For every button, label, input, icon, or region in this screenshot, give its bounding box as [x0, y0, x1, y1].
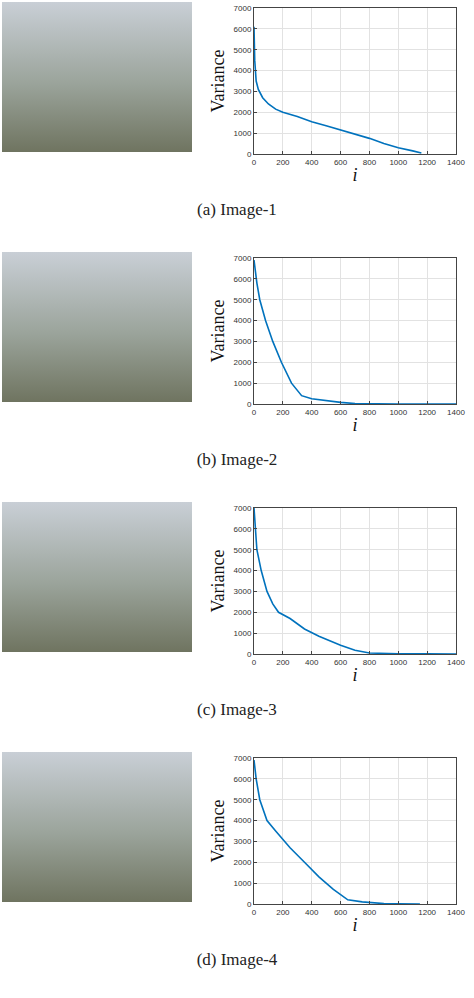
svg-text:7000: 7000 — [234, 254, 252, 263]
svg-text:1000: 1000 — [234, 379, 252, 388]
svg-text:6000: 6000 — [234, 525, 252, 534]
svg-text:1400: 1400 — [447, 408, 465, 417]
svg-text:1000: 1000 — [389, 908, 407, 917]
svg-text:1200: 1200 — [418, 408, 436, 417]
svg-text:0: 0 — [247, 150, 252, 159]
svg-text:0: 0 — [252, 908, 257, 917]
svg-text:3000: 3000 — [234, 337, 252, 346]
svg-text:7000: 7000 — [234, 754, 252, 763]
svg-text:0: 0 — [252, 658, 257, 667]
svg-text:1400: 1400 — [447, 908, 465, 917]
svg-text:1000: 1000 — [389, 408, 407, 417]
svg-text:6000: 6000 — [234, 775, 252, 784]
svg-text:i: i — [352, 915, 357, 935]
svg-text:1400: 1400 — [447, 158, 465, 167]
svg-text:400: 400 — [305, 408, 319, 417]
svg-text:1200: 1200 — [418, 158, 436, 167]
svg-text:i: i — [352, 165, 357, 185]
svg-text:7000: 7000 — [234, 504, 252, 513]
svg-text:0: 0 — [247, 400, 252, 409]
svg-text:4000: 4000 — [234, 316, 252, 325]
html-text:(a) Image-1: (a) Image-1 — [197, 200, 277, 219]
svg-text:200: 200 — [276, 408, 290, 417]
svg-text:800: 800 — [363, 658, 377, 667]
svg-text:400: 400 — [305, 908, 319, 917]
svg-text:5000: 5000 — [234, 796, 252, 805]
svg-text:800: 800 — [363, 408, 377, 417]
svg-text:5000: 5000 — [234, 296, 252, 305]
svg-text:200: 200 — [276, 158, 290, 167]
svg-text:1000: 1000 — [234, 629, 252, 638]
svg-text:Variance: Variance — [208, 50, 228, 113]
svg-text:0: 0 — [247, 900, 252, 909]
svg-text:1400: 1400 — [447, 658, 465, 667]
svg-text:1000: 1000 — [389, 658, 407, 667]
svg-text:1000: 1000 — [389, 158, 407, 167]
svg-text:2000: 2000 — [234, 608, 252, 617]
svg-text:5000: 5000 — [234, 546, 252, 555]
svg-text:4000: 4000 — [234, 816, 252, 825]
svg-text:4000: 4000 — [234, 566, 252, 575]
svg-text:3000: 3000 — [234, 837, 252, 846]
svg-text:0: 0 — [252, 408, 257, 417]
svg-text:1200: 1200 — [418, 908, 436, 917]
svg-text:3000: 3000 — [234, 87, 252, 96]
svg-text:0: 0 — [247, 650, 252, 659]
svg-text:2000: 2000 — [234, 858, 252, 867]
html-text:(d) Image-4: (d) Image-4 — [196, 950, 278, 969]
svg-text:600: 600 — [334, 658, 348, 667]
svg-text:0: 0 — [252, 158, 257, 167]
svg-text:800: 800 — [363, 158, 377, 167]
svg-text:1000: 1000 — [234, 879, 252, 888]
svg-text:1000: 1000 — [234, 129, 252, 138]
html-text:(b) Image-2: (b) Image-2 — [196, 450, 278, 469]
svg-text:Variance: Variance — [208, 550, 228, 613]
svg-text:2000: 2000 — [234, 108, 252, 117]
svg-text:i: i — [352, 415, 357, 435]
svg-text:Variance: Variance — [208, 800, 228, 863]
svg-text:200: 200 — [276, 658, 290, 667]
html-text:(c) Image-3: (c) Image-3 — [197, 700, 277, 719]
svg-text:600: 600 — [334, 908, 348, 917]
svg-text:7000: 7000 — [234, 4, 252, 13]
svg-text:3000: 3000 — [234, 587, 252, 596]
svg-text:600: 600 — [334, 158, 348, 167]
svg-text:4000: 4000 — [234, 66, 252, 75]
svg-text:2000: 2000 — [234, 358, 252, 367]
svg-text:600: 600 — [334, 408, 348, 417]
svg-text:5000: 5000 — [234, 46, 252, 55]
svg-text:200: 200 — [276, 908, 290, 917]
svg-text:6000: 6000 — [234, 25, 252, 34]
svg-text:Variance: Variance — [208, 300, 228, 363]
svg-text:6000: 6000 — [234, 275, 252, 284]
svg-text:1200: 1200 — [418, 658, 436, 667]
svg-text:800: 800 — [363, 908, 377, 917]
svg-text:400: 400 — [305, 158, 319, 167]
svg-text:400: 400 — [305, 658, 319, 667]
svg-text:i: i — [352, 665, 357, 685]
